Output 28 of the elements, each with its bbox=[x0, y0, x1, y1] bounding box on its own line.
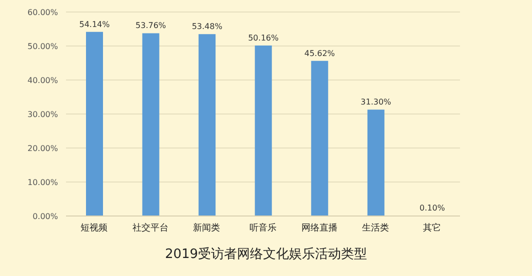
text: 2019受访者网络文化娱乐活动类型 bbox=[164, 246, 368, 263]
data-label: 0.10% bbox=[420, 204, 446, 213]
x-tick-label: 短视频 bbox=[80, 222, 108, 234]
data-label: 45.62% bbox=[304, 48, 336, 58]
x-tick-label: 网络直播 bbox=[301, 222, 338, 234]
y-tick-label: 50.00% bbox=[27, 42, 58, 51]
y-tick-label: 10.00% bbox=[27, 178, 58, 187]
y-tick-label: 30.00% bbox=[27, 110, 58, 119]
y-tick-label: 20.00% bbox=[27, 144, 58, 153]
bar bbox=[86, 32, 103, 216]
data-label: 50.16% bbox=[248, 33, 279, 42]
data-label: 54.14% bbox=[79, 20, 110, 29]
bar bbox=[198, 34, 216, 216]
data-label: 53.76% bbox=[136, 21, 166, 30]
bar bbox=[142, 33, 160, 216]
x-tick-label: 社交平台 bbox=[132, 222, 168, 234]
data-label: 31.30% bbox=[360, 98, 392, 107]
y-tick-label: 40.00% bbox=[27, 76, 58, 85]
data-label: 53.48% bbox=[192, 22, 223, 32]
x-tick-label: 其它 bbox=[422, 222, 441, 234]
x-tick-label: 生活类 bbox=[362, 222, 390, 234]
bar bbox=[254, 45, 272, 216]
y-tick-label: 60.00% bbox=[27, 8, 58, 17]
y-tick-label: 0.00% bbox=[32, 212, 58, 221]
x-tick-label: 听音乐 bbox=[250, 222, 276, 234]
bar bbox=[367, 110, 384, 216]
x-tick-label: 新闻类 bbox=[193, 222, 220, 234]
bar bbox=[311, 60, 328, 216]
